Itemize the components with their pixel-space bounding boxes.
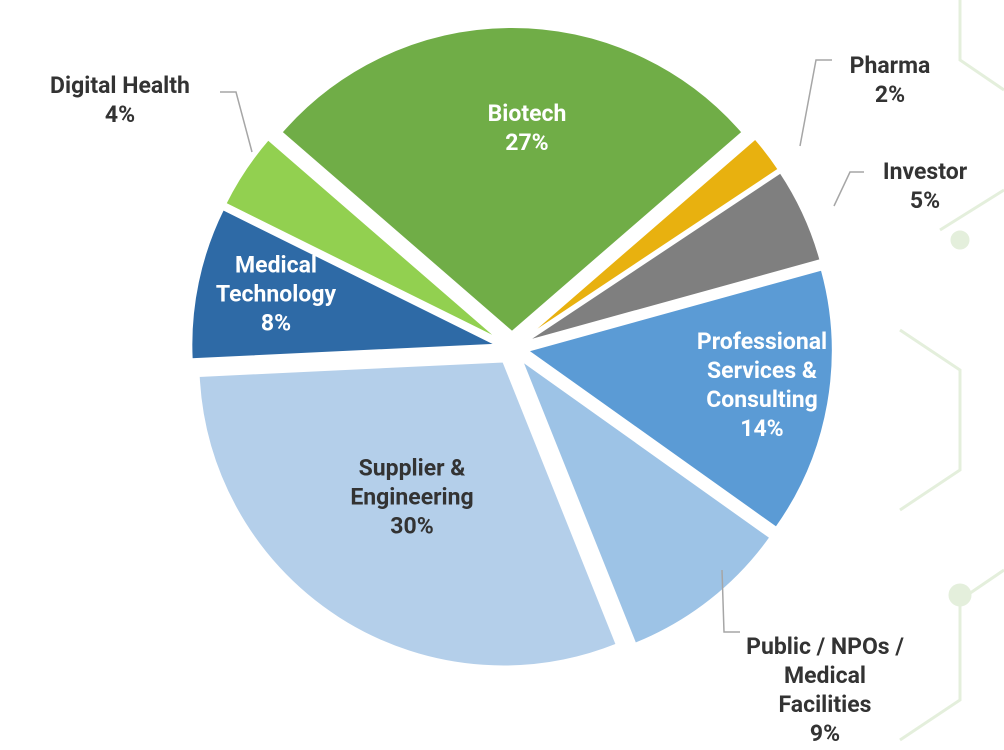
pie-slice <box>525 268 834 530</box>
slice-label: Supplier & Engineering 30% <box>350 454 473 541</box>
pie-slice <box>280 25 744 334</box>
value-label: 27% <box>505 129 549 156</box>
background-pattern <box>899 0 1004 742</box>
category-label: Biotech <box>487 100 567 127</box>
category-label: Supplier & Engineering <box>350 454 474 511</box>
pie-slice <box>224 137 500 341</box>
leader-line <box>220 91 253 153</box>
slice-label: Professional Services & Consulting 14% <box>697 327 827 443</box>
slice-label: Public / NPOs / Medical Facilities 9% <box>746 632 904 748</box>
value-label: 4% <box>104 101 136 128</box>
category-label: Pharma <box>849 52 931 79</box>
leader-line <box>799 59 832 147</box>
pie-slice <box>526 171 822 343</box>
category-label: Public / NPOs / Medical Facilities <box>746 633 904 718</box>
value-label: 30% <box>390 512 434 540</box>
value-label: 5% <box>909 187 941 214</box>
pie-slice <box>519 357 772 646</box>
value-label: 8% <box>260 309 292 337</box>
category-label: Professional Services & Consulting <box>696 328 828 413</box>
value-label: 9% <box>809 720 841 747</box>
category-label: Medical Technology <box>215 251 337 308</box>
leader-line <box>721 569 740 633</box>
category-label: Investor <box>882 158 968 185</box>
pie-slice <box>524 137 781 340</box>
slice-label: Biotech 27% <box>488 99 567 157</box>
slice-label: Investor 5% <box>883 157 967 215</box>
slice-label: Digital Health 4% <box>50 71 190 129</box>
leader-lines <box>220 59 864 633</box>
value-label: 2% <box>874 81 906 108</box>
slice-label: Pharma 2% <box>850 51 931 109</box>
pie-slice <box>197 360 619 668</box>
leader-line <box>833 171 864 207</box>
category-label: Digital Health <box>50 72 190 99</box>
slice-label: Medical Technology 8% <box>216 251 336 338</box>
pie-slice <box>190 207 501 361</box>
value-label: 14% <box>740 415 784 442</box>
pie <box>190 25 834 668</box>
